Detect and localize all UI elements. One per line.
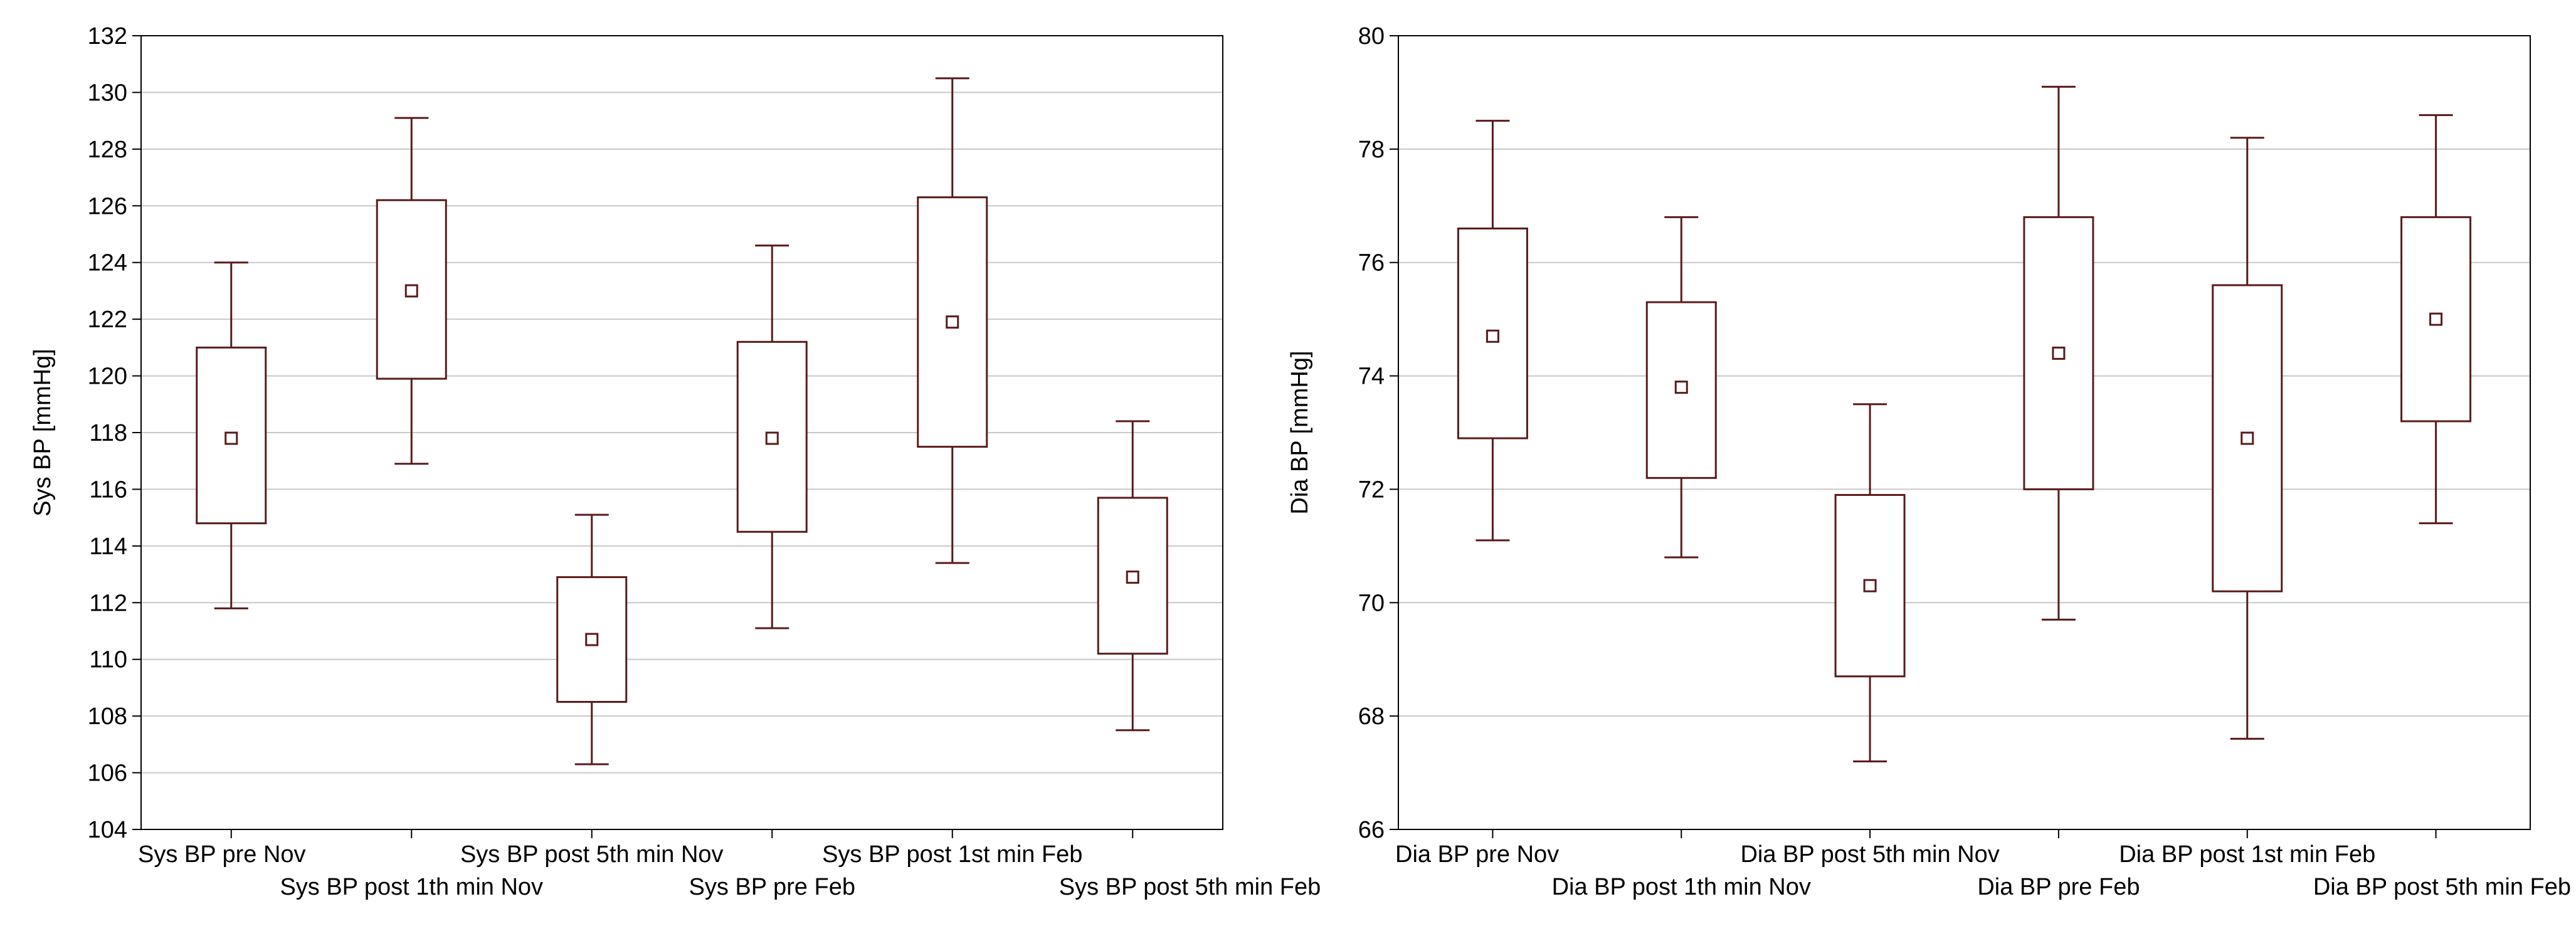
- median-marker: [2052, 346, 2066, 360]
- y-tick-label: 118: [89, 420, 127, 446]
- y-tick-label: 80: [1358, 23, 1385, 50]
- y-tick-label: 68: [1358, 703, 1385, 730]
- x-category-label: Sys BP post 1th min Nov: [280, 874, 543, 900]
- x-category-label: Dia BP post 5th min Nov: [1740, 841, 1999, 868]
- y-tick-label: 78: [1358, 137, 1385, 163]
- x-category-label: Sys BP post 5th min Feb: [1059, 874, 1321, 900]
- box-group-6: [2400, 114, 2472, 525]
- median-marker: [1486, 329, 1499, 343]
- y-tick-label: 104: [88, 817, 127, 843]
- y-tick-label: 110: [89, 647, 127, 673]
- diastolic-bp-chart: 66 68 70 72 74 76 78 80 Dia BP [mmHg] Dia BP pre …: [1287, 23, 2571, 900]
- y-tick-label: 66: [1358, 817, 1385, 843]
- box-group-2: [376, 117, 447, 465]
- y-tick-label: 114: [89, 534, 127, 560]
- y-tick-label: 130: [88, 80, 127, 106]
- median-marker: [946, 315, 959, 329]
- y-tick-label: 132: [88, 23, 127, 50]
- box-group-1: [196, 261, 267, 609]
- y-tick-label: 122: [88, 307, 127, 333]
- y-tick-label: 112: [89, 590, 127, 616]
- median-marker: [1674, 381, 1688, 394]
- box-group-6: [1097, 420, 1168, 732]
- y-tick-label: 124: [88, 250, 127, 276]
- y-tick-label: 106: [88, 760, 127, 787]
- box-group-3: [556, 513, 628, 765]
- y-tick-label: 128: [88, 137, 127, 163]
- median-marker: [2429, 312, 2443, 326]
- y-tick-label: 76: [1358, 250, 1385, 276]
- x-category-label: Sys BP post 1st min Feb: [822, 841, 1082, 868]
- median-marker: [2241, 431, 2254, 445]
- median-marker: [224, 431, 238, 445]
- box-group-5: [2212, 137, 2283, 740]
- median-marker: [404, 284, 418, 298]
- median-marker: [585, 633, 599, 646]
- y-tick-label: 116: [89, 476, 127, 503]
- x-category-label: Sys BP pre Nov: [138, 841, 306, 868]
- y-axis-label: Sys BP [mmHg]: [29, 349, 56, 516]
- box-group-5: [917, 77, 988, 564]
- median-marker: [1863, 579, 1877, 592]
- x-category-label: Dia BP post 1st min Feb: [2119, 841, 2375, 868]
- plot-frame: [1398, 35, 2531, 830]
- box-group-1: [1457, 120, 1528, 542]
- y-tick-label: 74: [1358, 364, 1385, 390]
- median-marker: [765, 431, 779, 445]
- x-category-label: Sys BP post 5th min Nov: [460, 841, 724, 868]
- x-category-label: Dia BP pre Nov: [1395, 841, 1559, 868]
- median-marker: [1126, 571, 1139, 584]
- y-tick-label: 108: [88, 703, 127, 730]
- systolic-bp-chart: 104 106 108 110 112 114 116 118 120 122 124 126 128 1…: [29, 23, 1321, 900]
- plot-frame: [140, 35, 1223, 830]
- x-category-label: Dia BP pre Feb: [1977, 874, 2140, 900]
- x-category-label: Dia BP post 5th min Feb: [2313, 874, 2571, 900]
- box-group-4: [2023, 85, 2094, 621]
- box-group-4: [736, 245, 808, 629]
- y-tick-label: 72: [1358, 476, 1385, 503]
- y-tick-label: 70: [1358, 590, 1385, 616]
- y-tick-label: 126: [88, 193, 127, 219]
- box-group-3: [1834, 403, 1906, 762]
- box-group-2: [1645, 216, 1717, 559]
- y-axis-label: Dia BP [mmHg]: [1287, 350, 1313, 514]
- x-category-label: Dia BP post 1th min Nov: [1552, 874, 1811, 900]
- x-category-label: Sys BP pre Feb: [689, 874, 855, 900]
- y-tick-label: 120: [88, 364, 127, 390]
